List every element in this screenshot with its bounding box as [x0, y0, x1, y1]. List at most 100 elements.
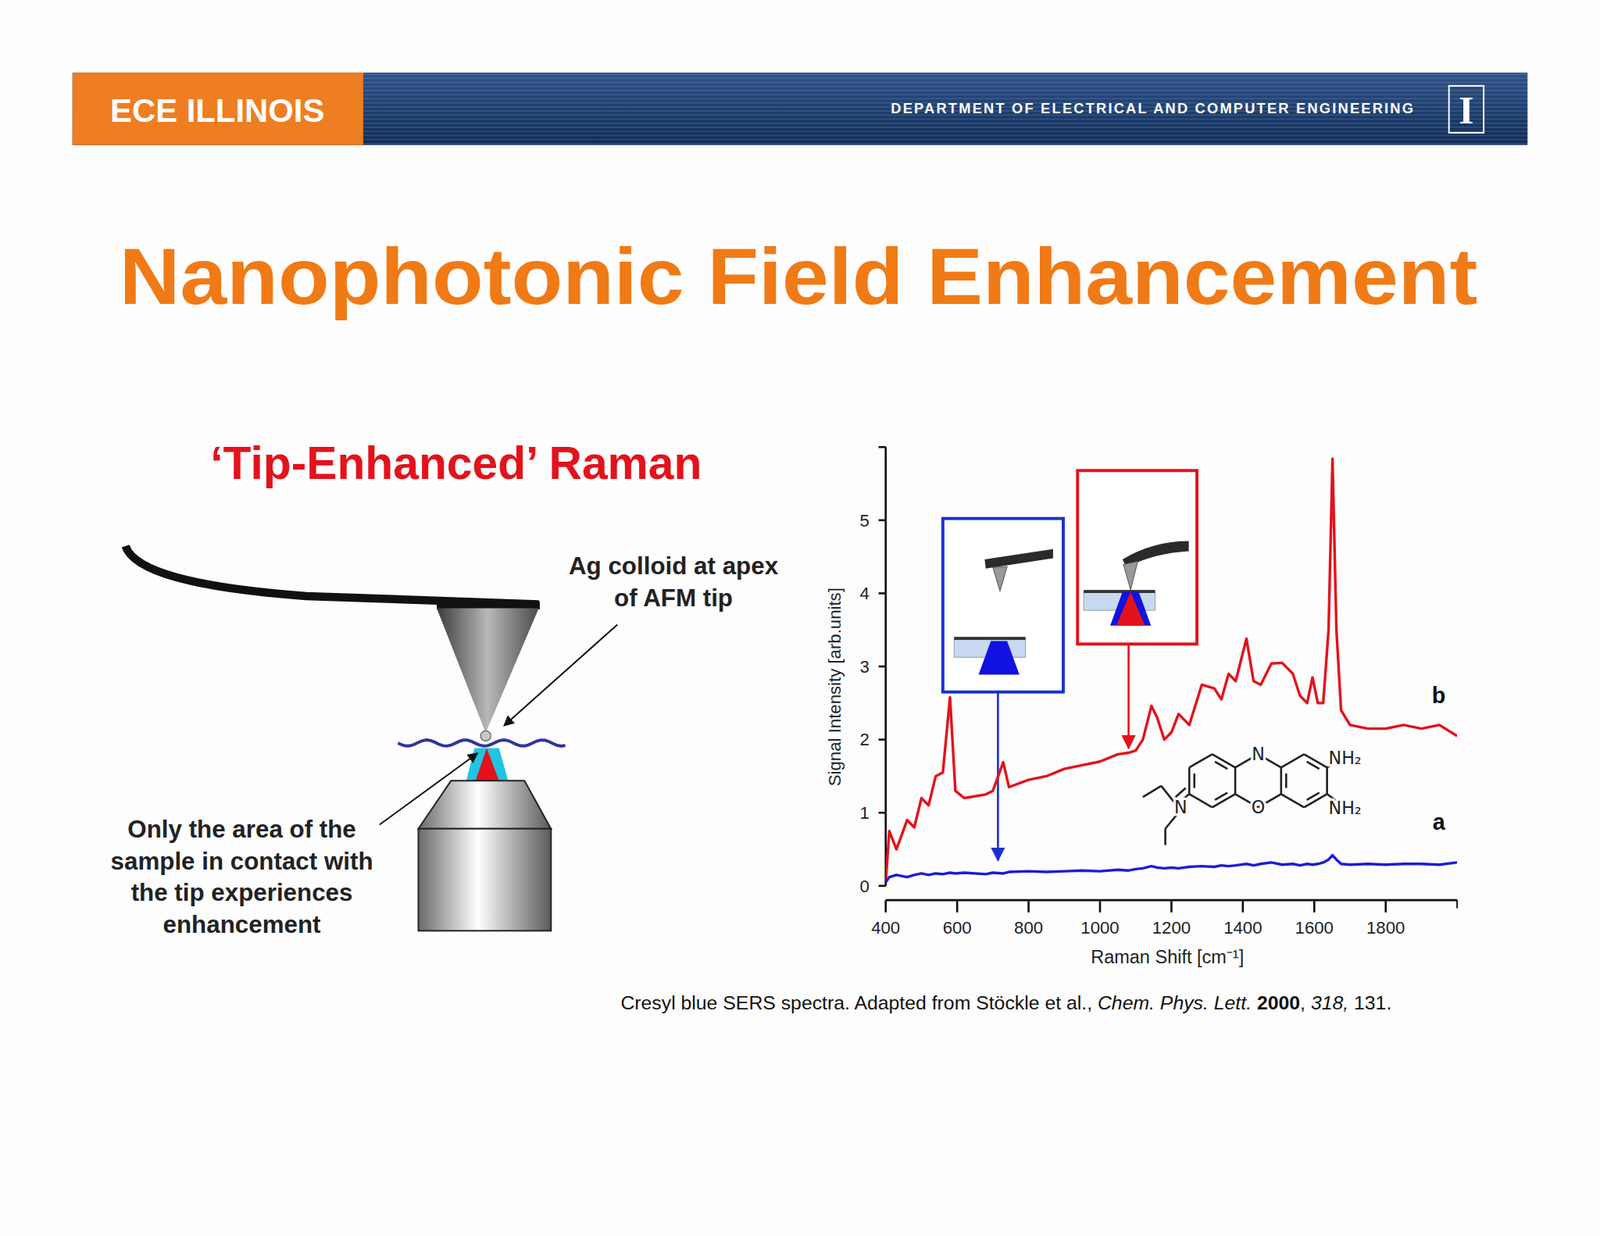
brand: ECE ILLINOIS	[110, 91, 325, 129]
atom-label: O	[1251, 796, 1265, 818]
cantilever	[125, 546, 540, 604]
bond	[1214, 792, 1228, 800]
inset-tip	[1123, 561, 1138, 591]
bond	[1188, 767, 1191, 794]
sample-label: sample in contact with	[110, 847, 374, 875]
inset-sample	[1083, 589, 1155, 593]
x-tick	[956, 900, 959, 913]
y-tick-label: 4	[859, 583, 869, 604]
inset-beam	[1110, 592, 1151, 626]
x-tick	[1170, 900, 1173, 913]
x-tick-label: 1800	[1366, 917, 1405, 938]
y-tick	[878, 885, 886, 888]
bond	[1212, 793, 1236, 808]
logo: I	[1458, 89, 1474, 133]
bond	[1234, 767, 1237, 794]
sample-label: enhancement	[163, 910, 322, 939]
arrow	[379, 753, 478, 825]
bond	[1164, 828, 1167, 846]
bond	[1281, 753, 1304, 768]
tip-label: Ag colloid at apex	[568, 552, 779, 580]
y-tick	[878, 665, 886, 668]
afm-tip	[436, 608, 540, 733]
x-tick	[1313, 900, 1316, 913]
atom-label: N	[1251, 743, 1265, 765]
x-tick-label: 1000	[1080, 917, 1119, 938]
inset-contact	[1077, 470, 1197, 644]
header-bar	[72, 72, 1529, 146]
sample-label: Only the area of the	[127, 815, 356, 843]
logo-box	[1449, 85, 1484, 133]
atom-label: NH₂	[1328, 797, 1362, 818]
bond	[1281, 793, 1304, 808]
bond	[1307, 761, 1320, 769]
tip-label: of AFM tip	[614, 584, 733, 612]
x-tick	[1384, 900, 1387, 913]
bond	[1142, 785, 1162, 797]
sample	[397, 739, 565, 747]
x-tick-label: 400	[871, 917, 900, 938]
x-tick	[884, 900, 887, 913]
series-group	[885, 458, 1458, 883]
y-tick	[878, 811, 886, 815]
cantilever-end	[436, 600, 540, 609]
bond	[1307, 792, 1320, 800]
caption-part: Chem. Phys. Lett.	[1097, 992, 1258, 1014]
inset-tip	[992, 566, 1008, 591]
molecule: NONNH₂NH₂	[1142, 743, 1362, 845]
y-tick-label: 2	[859, 729, 869, 750]
bond	[1280, 767, 1283, 794]
inset-beam-core	[1116, 592, 1146, 626]
bond	[1189, 753, 1212, 768]
objective-top	[418, 780, 552, 829]
series-line	[885, 855, 1458, 883]
caption: Cresyl blue SERS spectra. Adapted from S…	[620, 992, 1392, 1014]
y-tick	[878, 592, 886, 595]
y-axis-title: Signal Intensity [arb.units]	[825, 587, 845, 786]
series-label: a	[1432, 809, 1447, 835]
ag-colloid	[480, 730, 491, 741]
light-cone	[466, 748, 509, 782]
x-tick	[1027, 900, 1030, 913]
series-line	[885, 458, 1458, 883]
atom-label: NH₂	[1328, 747, 1362, 768]
bond	[1175, 787, 1186, 797]
light-cone-core	[475, 748, 500, 782]
y-tick-label: 1	[859, 803, 869, 823]
bond	[1192, 773, 1196, 789]
x-tick	[1099, 900, 1102, 913]
caption-part: 318,	[1310, 992, 1349, 1014]
x-axis-end	[1456, 900, 1458, 908]
x-tick-label: 1600	[1295, 917, 1334, 938]
caption-part: 2000	[1257, 992, 1300, 1014]
header-brand-box	[72, 72, 364, 146]
x-tick-label: 1200	[1152, 917, 1191, 938]
bond	[1214, 761, 1228, 769]
inset-cantilever	[984, 549, 1054, 569]
inset-beam	[978, 640, 1020, 675]
series-label: b	[1432, 682, 1447, 708]
x-tick	[1242, 900, 1245, 913]
department: DEPARTMENT OF ELECTRICAL AND COMPUTER EN…	[890, 100, 1414, 117]
sample-label: the tip experiences	[131, 878, 354, 907]
bond	[1189, 793, 1212, 808]
bond	[1212, 753, 1236, 768]
objective	[418, 828, 552, 932]
x-tick-label: 600	[942, 917, 972, 938]
arrow	[503, 624, 618, 725]
y-tick	[878, 519, 886, 522]
bond	[1303, 793, 1327, 808]
bond	[1285, 773, 1288, 789]
x-axis-title: Raman Shift [cm⁻¹]	[1090, 946, 1244, 968]
caption-part: 131.	[1348, 992, 1392, 1014]
inset-far	[942, 518, 1064, 693]
y-tick-label: 5	[859, 510, 869, 531]
slide: ECE ILLINOIS DEPARTMENT OF ELECTRICAL AND…	[0, 0, 1600, 1236]
y-tick-label: 0	[859, 876, 869, 897]
bond	[1303, 753, 1327, 768]
diagram: ‘Tip-Enhanced’ RamanAg colloid at apexof…	[110, 437, 779, 939]
y-tick-label: 3	[859, 657, 869, 677]
x-tick-label: 800	[1014, 917, 1043, 938]
y-axis-end	[878, 446, 886, 449]
y-tick	[878, 738, 886, 741]
